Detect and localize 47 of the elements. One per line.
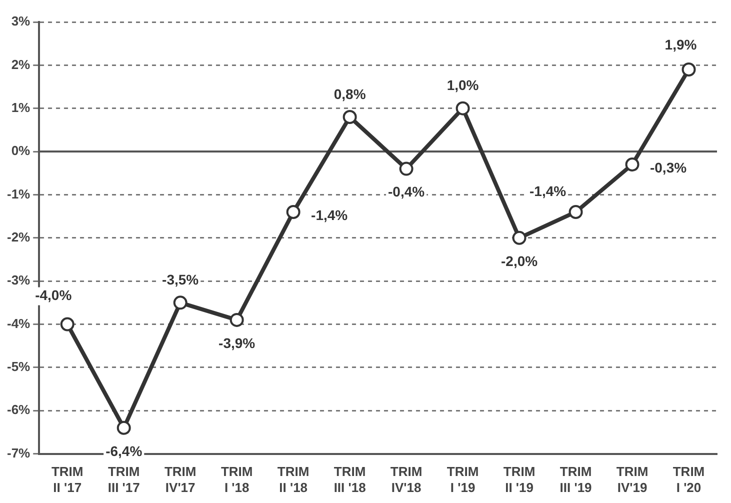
point — [230, 312, 244, 327]
x-tick-label: TRIM II '17 — [51, 464, 84, 495]
data-label: 1,0% — [446, 77, 480, 94]
point — [568, 204, 583, 219]
data-label: -2,0% — [500, 252, 538, 269]
data-label: -0,3% — [650, 159, 688, 176]
point — [625, 157, 640, 172]
x-tick-label: TRIM III '18 — [334, 464, 366, 495]
y-tick-label: -5% — [6, 359, 31, 374]
point — [173, 296, 188, 310]
data-label: -6,4% — [106, 442, 143, 459]
y-tick-label: -3% — [6, 272, 31, 288]
y-tick-label: -1% — [6, 186, 31, 202]
data-label: 1,9% — [664, 36, 698, 52]
y-tick-label: 3% — [11, 14, 31, 29]
point — [512, 230, 526, 245]
data-label: -3,9% — [218, 334, 256, 351]
data-label: -0,4% — [388, 184, 426, 200]
data-label: 0,8% — [334, 86, 366, 102]
point — [456, 101, 470, 116]
point — [682, 62, 696, 76]
point — [286, 204, 300, 219]
x-tick-label: TRIM I '18 — [220, 464, 253, 495]
y-tick-label: 2% — [11, 56, 31, 72]
y-tick-label: -6% — [6, 402, 31, 418]
y-tick-label: 0% — [11, 143, 31, 158]
x-tick-label: TRIM IV'19 — [616, 464, 648, 495]
x-tick-label: TRIM III '19 — [560, 464, 592, 495]
data-label: -1,4% — [311, 206, 348, 223]
y-tick-label: -4% — [6, 316, 31, 331]
x-tick-label: TRIM IV'17 — [164, 464, 196, 495]
data-label: -3,5% — [162, 272, 200, 288]
x-tick-label: TRIM III '17 — [108, 464, 140, 495]
x-tick-label: TRIM II '19 — [503, 464, 536, 495]
point — [116, 420, 131, 435]
point — [60, 317, 74, 332]
point — [399, 162, 414, 176]
point — [342, 110, 357, 124]
y-tick-label: -2% — [6, 229, 31, 244]
y-tick-label: 1% — [11, 100, 31, 115]
x-tick-label: TRIM IV'18 — [390, 464, 422, 495]
x-tick-label: TRIM I '19 — [446, 464, 479, 495]
y-tick-label: -7% — [6, 445, 31, 460]
x-tick-label: TRIM I '20 — [672, 464, 705, 495]
data-label: -1,4% — [529, 182, 567, 199]
x-tick-label: TRIM II '18 — [277, 464, 310, 495]
data-label: -4,0% — [35, 287, 72, 304]
